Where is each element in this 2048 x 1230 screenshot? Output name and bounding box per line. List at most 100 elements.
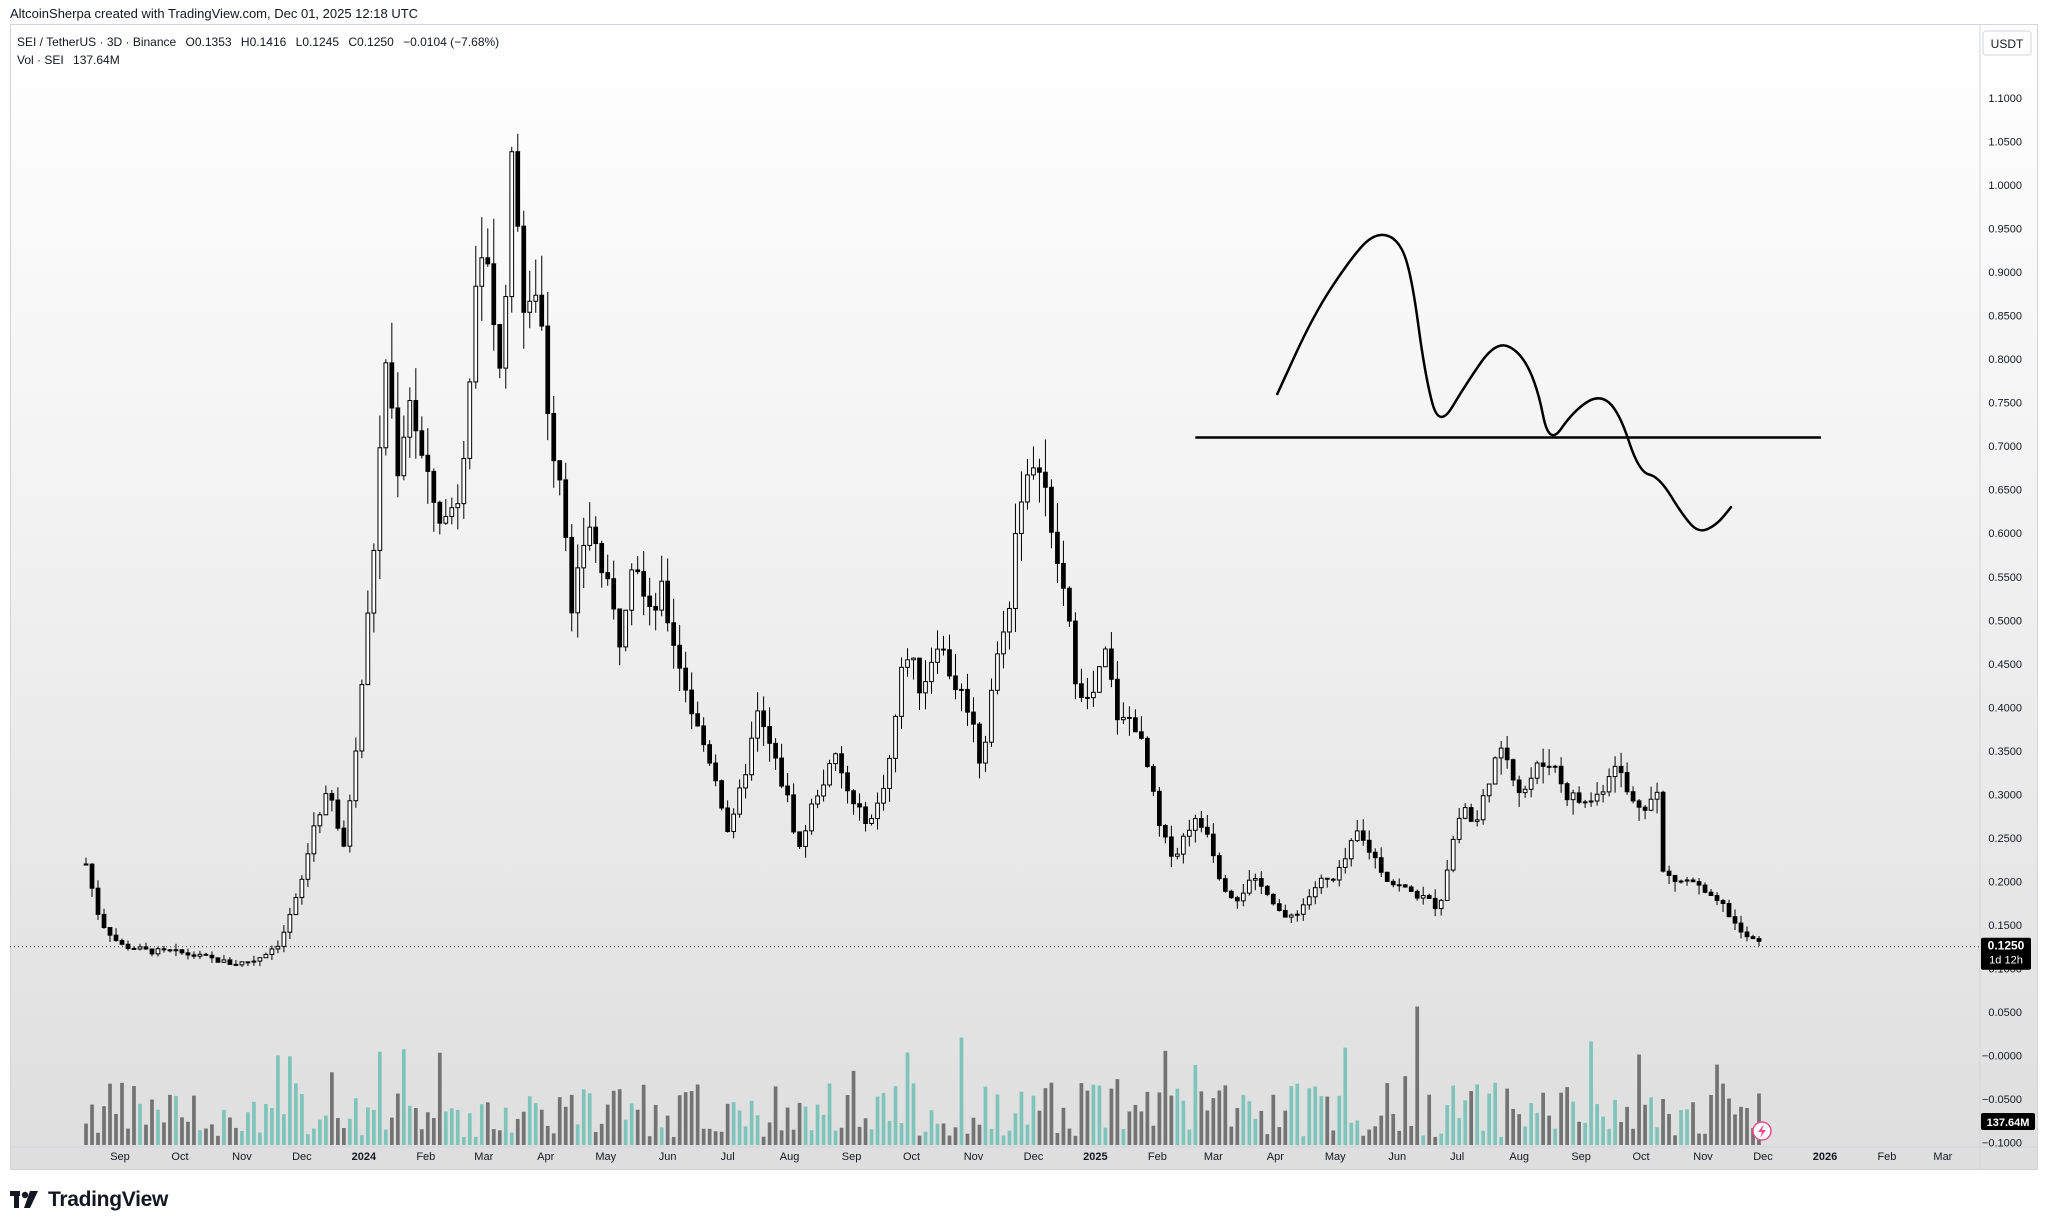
- volume-bar: [1307, 1088, 1312, 1145]
- candle-up: [1288, 914, 1294, 918]
- volume-bar: [1187, 1129, 1192, 1145]
- candle-down: [767, 726, 772, 744]
- volume-legend[interactable]: Vol · SEI 137.64M: [17, 53, 120, 67]
- candle-down: [89, 863, 95, 889]
- volume-bar: [887, 1120, 892, 1145]
- candle-up: [1444, 869, 1450, 901]
- volume-bar: [707, 1128, 712, 1145]
- candle-down: [1426, 895, 1432, 899]
- volume-bar: [1535, 1112, 1539, 1145]
- volume-bar: [174, 1095, 178, 1145]
- volume-bar: [252, 1101, 256, 1145]
- volume-bar: [1385, 1083, 1390, 1145]
- candle-down: [1210, 833, 1216, 857]
- volume-bar: [288, 1056, 292, 1145]
- candle-up: [251, 960, 257, 963]
- volume-bar: [96, 1132, 100, 1145]
- candle-down: [683, 667, 689, 691]
- candle-up: [1025, 474, 1030, 503]
- volume-bar: [443, 1111, 448, 1145]
- volume-bar: [623, 1119, 628, 1145]
- candle-up: [1180, 835, 1186, 855]
- volume-bar: [1709, 1095, 1713, 1145]
- candle-down: [1115, 678, 1120, 721]
- volume-bar: [539, 1109, 544, 1145]
- symbol-title[interactable]: SEI / TetherUS · 3D · Binance: [17, 35, 177, 49]
- volume-bar: [803, 1106, 808, 1145]
- candle-down: [617, 608, 623, 648]
- price-tick-label: 0.2500: [1988, 833, 2022, 845]
- time-tick-label: Oct: [171, 1151, 188, 1163]
- candle-up: [803, 830, 808, 847]
- volume-bar: [1679, 1110, 1683, 1145]
- candle-up: [1498, 747, 1504, 759]
- candle-down: [1636, 800, 1642, 808]
- volume-bar: [545, 1125, 550, 1145]
- volume-bar: [1403, 1076, 1408, 1145]
- volume-bar: [1079, 1083, 1084, 1145]
- price-tick-label: 1.1000: [1988, 93, 2022, 105]
- volume-bar: [1727, 1098, 1731, 1145]
- candle-down: [713, 762, 718, 782]
- volume-bar: [761, 1136, 766, 1145]
- candle-up: [623, 609, 629, 648]
- volume-bar: [581, 1089, 586, 1145]
- candle-down: [1630, 791, 1636, 802]
- volume-bar: [737, 1110, 742, 1145]
- candle-up: [383, 362, 389, 449]
- candle-down: [1756, 938, 1762, 942]
- chart-pane[interactable]: [10, 24, 2038, 1170]
- candle-down: [485, 257, 491, 265]
- candle-down: [1216, 855, 1222, 880]
- candle-down: [953, 675, 958, 691]
- candle-down: [791, 794, 796, 833]
- volume-bar: [1253, 1118, 1258, 1145]
- volume-bar: [1127, 1111, 1132, 1145]
- candle-down: [779, 757, 784, 787]
- currency-button[interactable]: USDT: [1982, 30, 2032, 56]
- tradingview-brand[interactable]: TradingView: [10, 1188, 168, 1212]
- candle-up: [1594, 793, 1600, 802]
- volume-bar: [497, 1130, 502, 1145]
- volume-bar: [587, 1093, 592, 1145]
- volume-bar: [1115, 1079, 1120, 1145]
- price-tick-label: −0.0000: [1982, 1051, 2022, 1063]
- symbol-legend[interactable]: SEI / TetherUS · 3D · Binance O0.1353 H0…: [17, 35, 499, 49]
- candle-up: [221, 959, 227, 963]
- candle-down: [149, 948, 155, 955]
- time-tick-label: Dec: [292, 1151, 312, 1163]
- volume-bar: [1463, 1100, 1468, 1145]
- volume-bar: [653, 1104, 658, 1145]
- volume-bar: [324, 1115, 328, 1145]
- volume-bar: [1085, 1090, 1090, 1145]
- candle-down: [761, 710, 766, 728]
- candle-down: [1258, 878, 1264, 887]
- volume-bars: [84, 1006, 1761, 1145]
- candle-down: [599, 543, 605, 574]
- volume-bar: [1475, 1084, 1480, 1145]
- volume-bar: [437, 1052, 442, 1145]
- candle-up: [359, 684, 365, 752]
- volume-bar: [156, 1109, 160, 1145]
- volume-bar: [108, 1083, 112, 1145]
- candle-down: [1468, 807, 1474, 822]
- volume-bar: [869, 1129, 874, 1145]
- candle-down: [1037, 467, 1042, 473]
- volume-bar: [1457, 1118, 1462, 1145]
- candle-down: [497, 324, 503, 369]
- candle-up: [275, 945, 281, 950]
- price-tick-label: 0.3000: [1988, 789, 2022, 801]
- candle-up: [737, 787, 742, 815]
- candle-up: [353, 750, 359, 802]
- time-tick-label: May: [595, 1151, 616, 1163]
- candle-up: [833, 753, 838, 765]
- volume-bar: [132, 1086, 136, 1145]
- volume-bar: [959, 1037, 964, 1145]
- volume-bar: [1733, 1114, 1737, 1145]
- candle-down: [329, 793, 335, 801]
- volume-bar: [419, 1129, 424, 1145]
- candle-up: [173, 949, 179, 952]
- candle-up: [1103, 648, 1108, 668]
- lightning-icon[interactable]: [1752, 1121, 1772, 1141]
